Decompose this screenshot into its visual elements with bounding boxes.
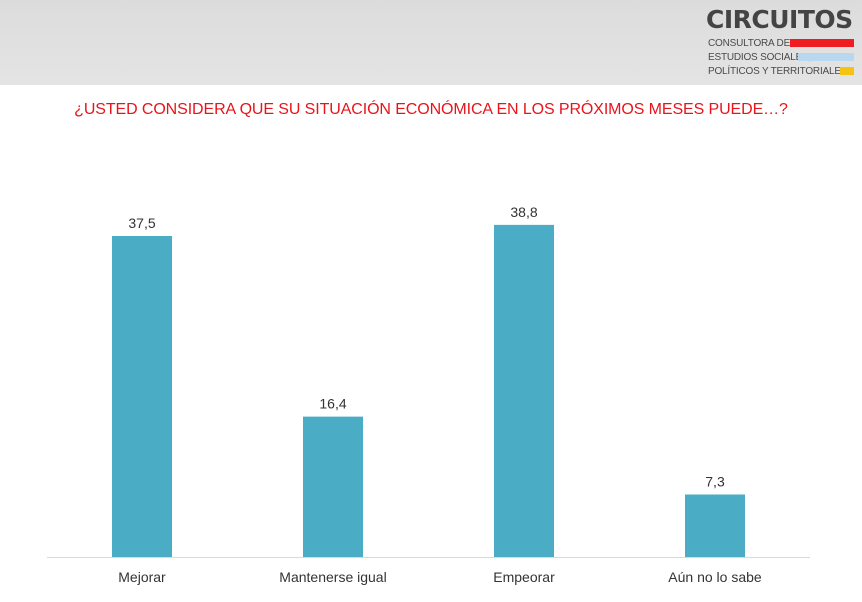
logo-line-3: POLÍTICOS Y TERRITORIALES: [708, 66, 848, 77]
logo-title: CIRCUITOS: [706, 5, 853, 34]
circuitos-logo: CIRCUITOS CONSULTORA DE ESTUDIOS SOCIALE…: [706, 6, 856, 80]
chart-title: ¿USTED CONSIDERA QUE SU SITUACIÓN ECONÓM…: [74, 101, 788, 118]
logo-line-1: CONSULTORA DE: [708, 38, 791, 49]
logo-stripe-blue: [798, 53, 854, 61]
category-label: Mejorar: [118, 569, 166, 585]
bar: [112, 236, 172, 557]
category-label: Aún no lo sabe: [668, 569, 762, 585]
bar: [494, 224, 554, 557]
bar: [303, 416, 363, 557]
header-band: [0, 0, 862, 85]
data-label: 7,3: [705, 474, 725, 490]
category-label: Empeorar: [493, 569, 555, 585]
category-label: Mantenerse igual: [279, 569, 386, 585]
bar: [685, 494, 745, 557]
data-label: 16,4: [319, 396, 346, 412]
logo-line-2: ESTUDIOS SOCIALES,: [708, 52, 812, 63]
logo-stripe-yellow: [840, 67, 854, 75]
logo-stripe-red: [790, 39, 854, 47]
data-label: 38,8: [510, 204, 537, 220]
data-label: 37,5: [128, 215, 155, 231]
